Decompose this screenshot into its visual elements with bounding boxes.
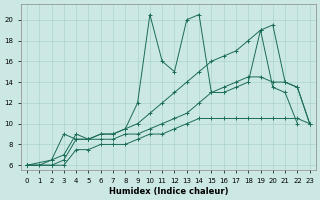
X-axis label: Humidex (Indice chaleur): Humidex (Indice chaleur) <box>108 187 228 196</box>
